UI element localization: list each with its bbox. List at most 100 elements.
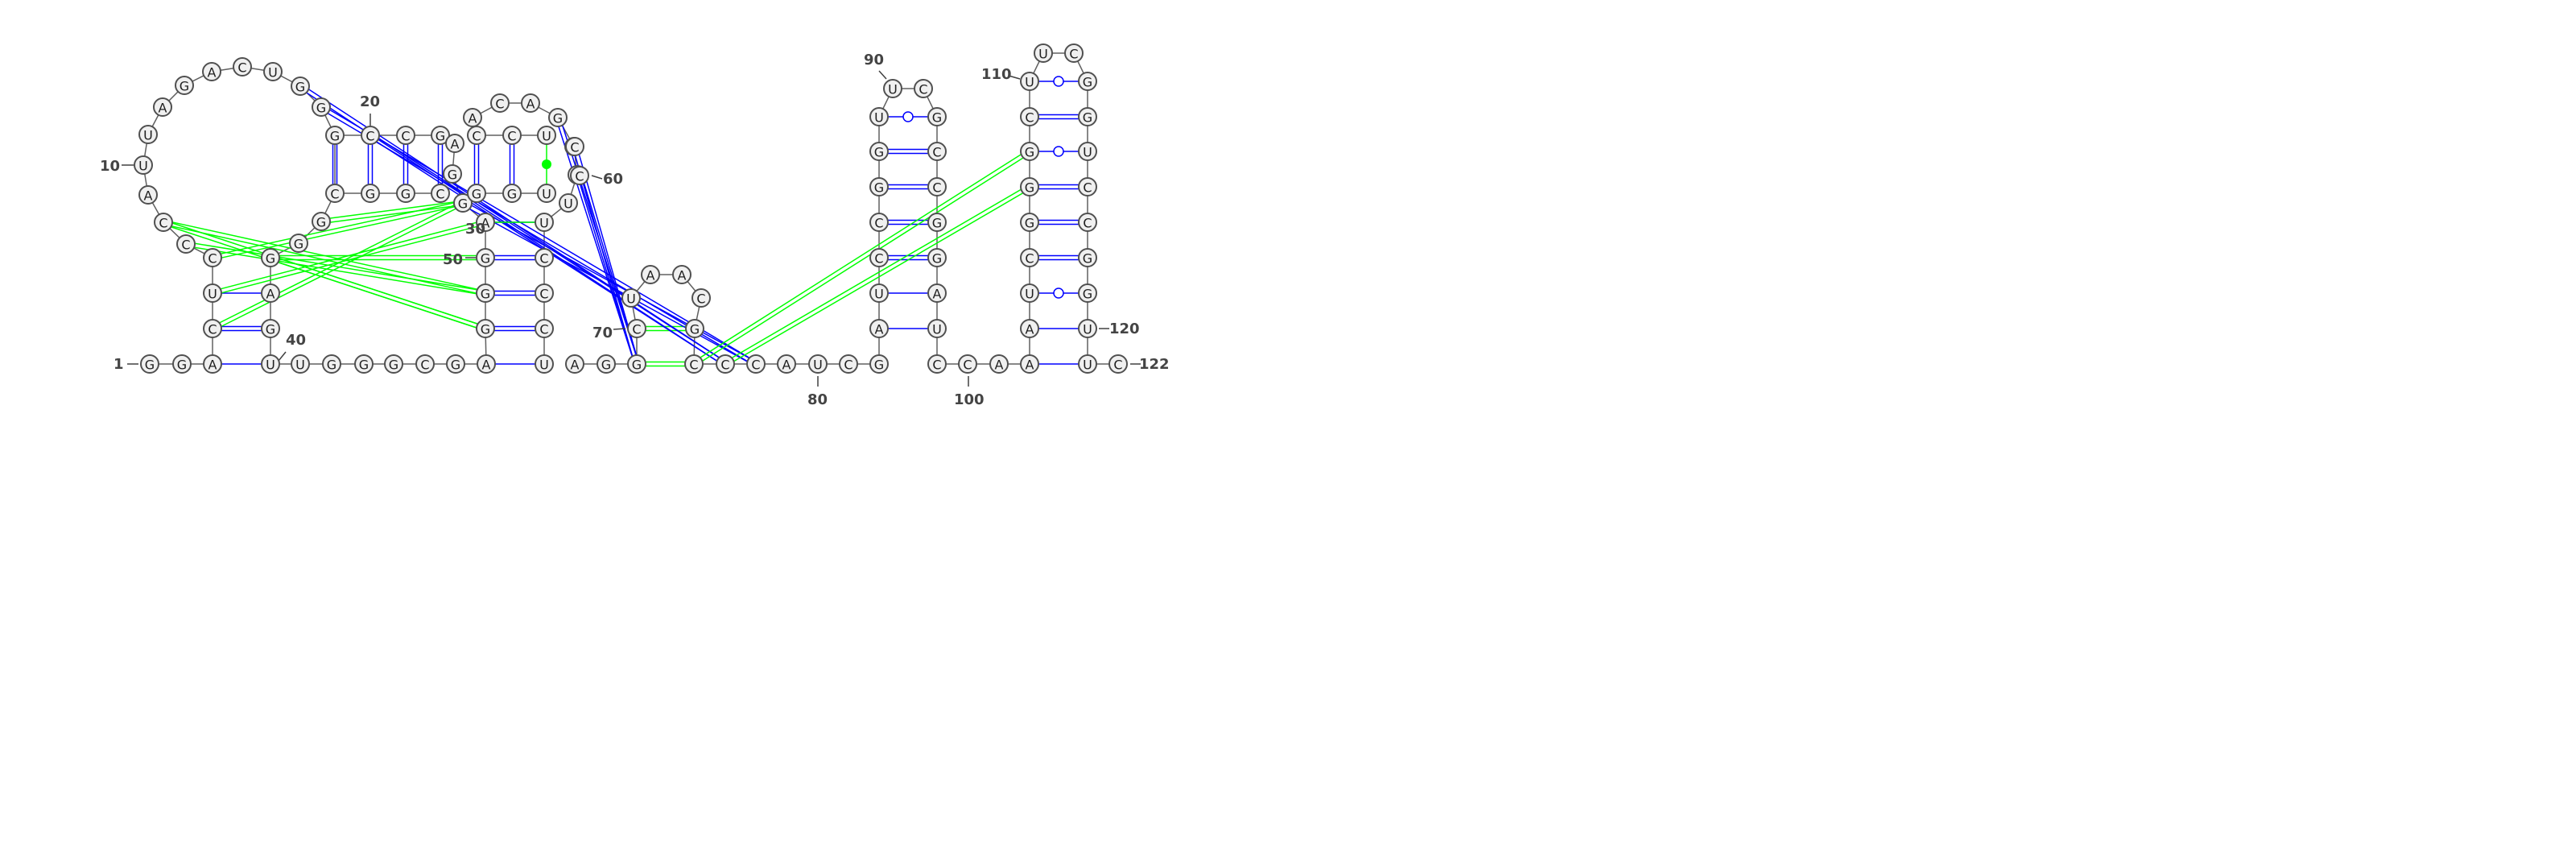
nucleotide-circle [621,288,641,308]
nucleotide-circle [1020,283,1039,303]
nucleotide-circle [869,107,889,126]
nucleotide-circle [927,107,947,126]
nucleotide: A [521,93,540,113]
nucleotide-letter: U [268,65,278,81]
nucleotide: G [927,107,947,126]
nucleotide-circle [927,319,947,338]
nucleotide-letter: G [874,358,884,373]
nucleotide: G [1078,283,1097,303]
nucleotide: G [869,354,889,374]
nucleotide-circle [839,354,858,374]
nucleotide: G [1020,142,1039,161]
nucleotide-circle [869,142,889,161]
nucleotide-circle [1034,43,1053,63]
nucleotide-letter: A [1026,322,1034,337]
nucleotide: G [1078,107,1097,126]
nucleotide: C [535,248,554,267]
nucleotide-circle [927,248,947,267]
nucleotide-circle [233,57,252,77]
nucleotide: C [958,354,977,374]
nucleotide: C [565,137,584,156]
nucleotide-circle [289,234,308,253]
nucleotide: U [621,288,641,308]
nucleotide-letter: C [932,180,941,196]
nucleotide-letter: U [1083,145,1092,160]
nucleotide: C [535,283,554,303]
nucleotide-circle [537,184,556,203]
nucleotide-letter: A [208,358,217,373]
nucleotide-circle [570,166,589,185]
nucleotide: G [261,319,280,338]
position-label-20: 20 [360,93,380,110]
nucleotide: G [476,319,495,338]
nucleotide-circle [627,354,646,374]
tertiary-interaction [270,254,487,328]
nucleotide-letter: G [389,358,398,373]
nucleotide-circle [502,126,522,145]
nucleotide: A [641,265,660,284]
nucleotide-circle [312,212,331,231]
nucleotide: C [627,319,646,338]
nucleotide-circle [138,125,158,144]
nucleotide: A [565,354,584,374]
nucleotide-letter: C [159,216,167,231]
nucleotide-circle [261,248,280,267]
nucleotide-letter: C [1069,47,1078,62]
nucleotide: U [134,155,153,175]
nucleotide-letter: C [932,145,941,160]
nucleotide-letter: A [482,358,491,373]
position-label-80: 80 [807,391,828,408]
nucleotide-circle [312,97,331,117]
nucleotide-circle [396,184,415,203]
nucleotide-circle [361,126,380,145]
interaction-lines [122,52,1141,387]
nucleotide: G [172,354,192,374]
nucleotide-circle [1020,319,1039,338]
nucleotide-circle [1020,107,1039,126]
nucleotide: C [716,354,735,374]
nucleotide: C [869,213,889,232]
position-label-90: 90 [864,52,884,68]
nucleotide: U [291,354,310,374]
nucleotide-circle [138,185,158,205]
nucleotide: C [1020,248,1039,267]
nucleotide-circle [446,354,465,374]
nucleotide-letter: U [626,292,636,307]
nucleotide-letter: C [874,216,883,231]
label-tick [591,175,603,180]
nucleotide-letter: G [932,251,942,267]
nucleotide: U [263,62,283,81]
tertiary-interaction [212,219,485,292]
nucleotide: U [1020,72,1039,91]
nucleotide-circle [869,319,889,338]
nucleotide-letter: U [1038,47,1048,62]
nucleotide: U [1078,354,1097,374]
nucleotide-circle [883,79,902,98]
nucleotide: C [154,213,173,232]
nucleotide: C [431,184,450,203]
nucleotide-letter: G [1083,75,1092,90]
tertiary-interaction [270,254,486,292]
nucleotide-letter: G [932,110,942,126]
nucleotide-letter: C [208,322,217,337]
nucleotide-circle [684,354,704,374]
nucleotide: G [476,248,495,267]
nucleotide-letter: G [365,187,375,202]
tertiary-interaction [692,149,1030,363]
nucleotide: A [138,185,158,205]
nucleotide: C [1064,43,1084,63]
nucleotide: C [1108,354,1128,374]
nucleotide-circle [685,319,704,338]
nucleotide: U [535,354,554,374]
nucleotide-letter: G [266,322,275,337]
nucleotide-circle [869,283,889,303]
nucleotide: C [746,354,766,374]
nucleotide: G [384,354,403,374]
nucleotide-circle [176,234,196,254]
nucleotide-letter: C [539,287,548,302]
nucleotide: A [153,97,172,117]
nucleotide-circle [869,248,889,267]
nucleotide: C [467,126,486,145]
nucleotide-letter: G [601,358,611,373]
nucleotide-letter: U [539,358,549,373]
